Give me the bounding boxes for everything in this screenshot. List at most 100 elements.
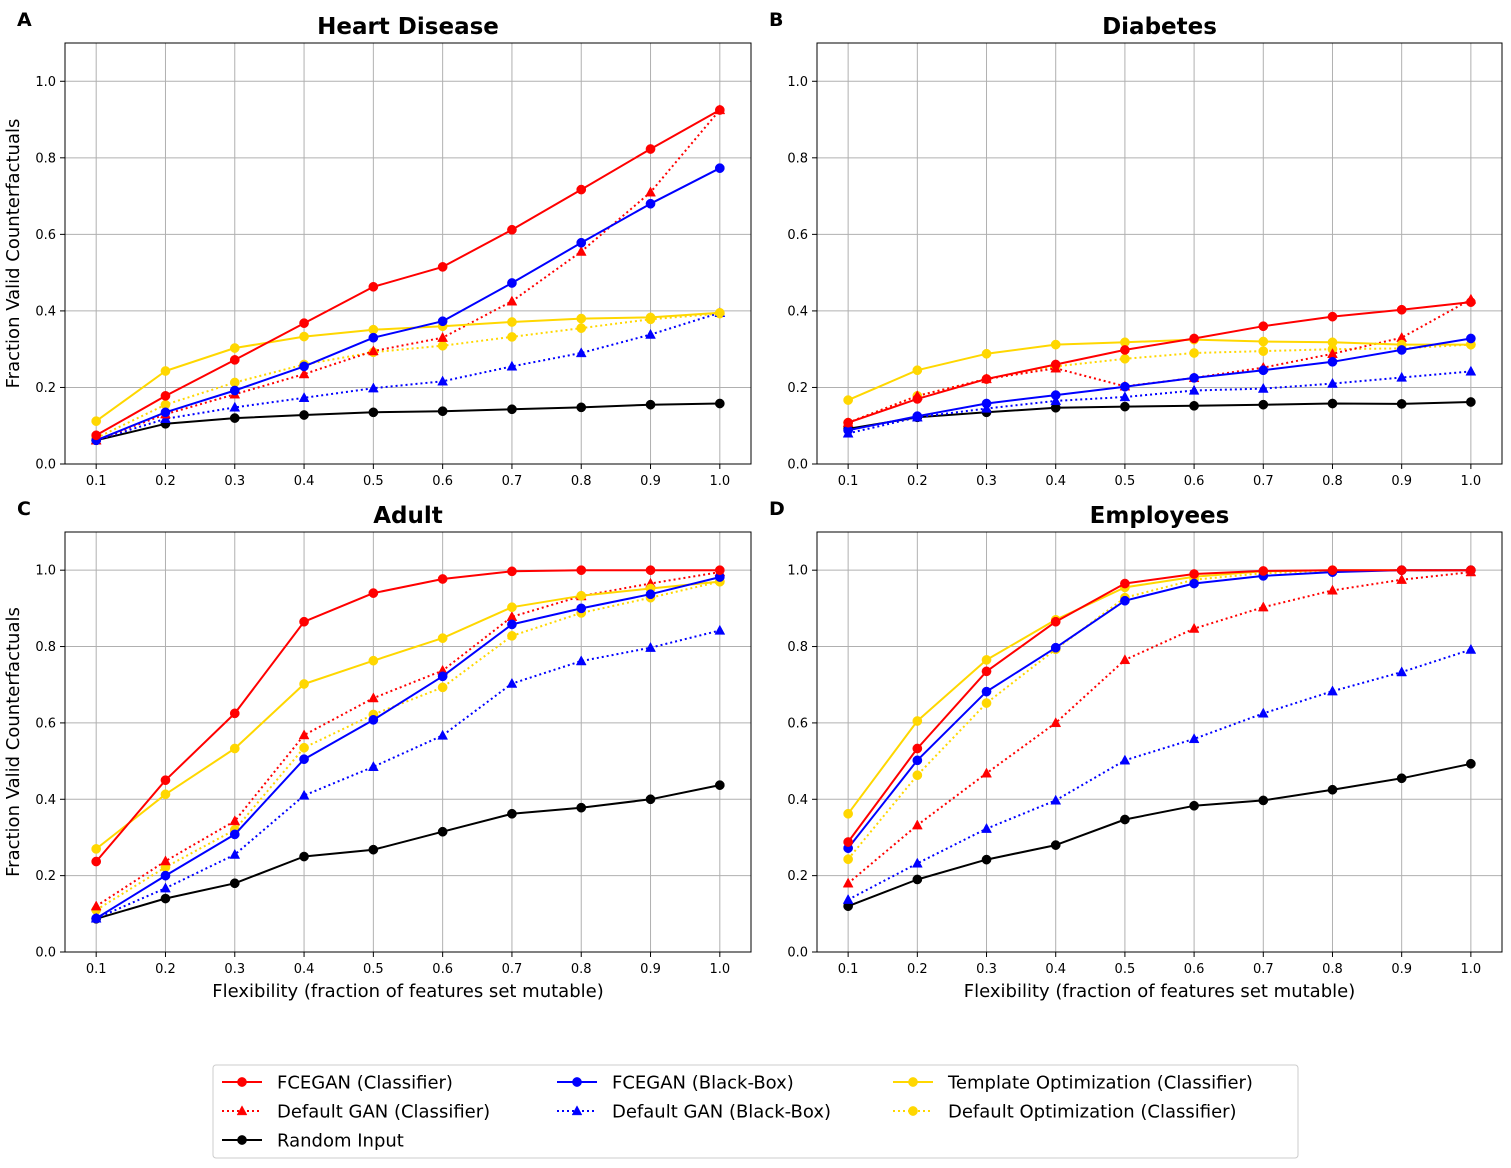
series-fcegan-classifier	[843, 565, 1476, 847]
data-point	[299, 318, 309, 329]
data-point	[229, 708, 240, 719]
data-point	[367, 382, 379, 393]
data-point	[507, 404, 517, 415]
panel-letter: A	[17, 9, 32, 31]
x-tick-label: 0.2	[155, 474, 176, 489]
data-point	[912, 411, 923, 422]
data-point	[437, 340, 448, 351]
data-point	[507, 566, 517, 577]
legend: FCEGAN (Classifier) Default GAN (Classifi…	[212, 1064, 1299, 1159]
data-point	[1050, 339, 1061, 350]
series-line	[95, 571, 720, 908]
axes-frame	[816, 531, 1503, 953]
panel-adult: 0.1 0.2 0.3 0.4 0.5 0.6 0.7 0.8 0.9 1.0 0.0 0.2 0.4 0…	[3, 498, 752, 1002]
data-point	[1119, 391, 1131, 402]
data-point	[437, 316, 448, 327]
series-line	[847, 338, 1471, 402]
data-point	[91, 416, 102, 426]
data-point	[299, 331, 309, 342]
data-point	[160, 775, 171, 786]
data-point	[506, 677, 518, 688]
data-point	[507, 619, 517, 630]
data-point	[912, 365, 923, 376]
data-point	[437, 826, 448, 837]
data-point	[437, 375, 449, 386]
panel-title: Diabetes	[1102, 14, 1217, 40]
data-point	[1120, 814, 1130, 825]
data-point	[714, 780, 725, 790]
series-group	[90, 565, 726, 924]
series-line	[847, 569, 1471, 815]
data-point	[1119, 754, 1131, 765]
data-point	[911, 857, 923, 868]
data-point	[912, 755, 923, 766]
data-point	[576, 802, 587, 813]
data-point	[1188, 622, 1200, 633]
series-line	[847, 337, 1472, 432]
x-tick-label: 0.6	[432, 962, 453, 977]
data-point	[981, 854, 992, 865]
legend-label: Random Input	[277, 1131, 404, 1152]
data-point	[1050, 616, 1061, 627]
data-point	[912, 874, 923, 885]
series-group	[842, 565, 1477, 912]
x-tick-label: 0.9	[640, 474, 661, 489]
data-point	[576, 237, 587, 248]
data-point	[1050, 359, 1061, 370]
data-point	[1189, 348, 1199, 358]
data-point	[645, 794, 656, 805]
data-point	[576, 313, 587, 324]
y-tick-label: 0.8	[35, 151, 56, 166]
y-tick-label: 1.0	[35, 75, 56, 90]
data-point	[576, 402, 587, 413]
data-point	[299, 410, 309, 420]
data-point	[507, 631, 517, 641]
data-point	[1396, 345, 1407, 355]
x-tick-label: 0.6	[1184, 474, 1205, 489]
data-point	[1120, 381, 1130, 392]
series-default-gan-classifier	[90, 104, 726, 445]
x-tick-label: 1.0	[1461, 474, 1482, 489]
x-tick-label: 0.8	[571, 474, 592, 489]
y-tick-label: 1.0	[787, 564, 808, 579]
data-point	[506, 360, 518, 371]
axes-frame	[64, 42, 752, 465]
panel-letter: C	[17, 498, 31, 520]
series-line	[847, 571, 1472, 885]
data-point	[714, 163, 725, 174]
data-point	[1257, 601, 1269, 612]
data-point	[1257, 382, 1269, 393]
x-tick-label: 0.8	[1322, 962, 1343, 977]
data-point	[298, 368, 310, 379]
series-line	[847, 648, 1472, 901]
data-point	[1050, 390, 1061, 400]
series-line	[847, 762, 1472, 908]
data-point	[91, 913, 102, 924]
data-point	[1050, 395, 1062, 406]
legend-item-default-optimization-classifier: Default Optimization (Classifier)	[893, 1102, 1237, 1123]
data-point	[645, 641, 656, 652]
data-point	[1257, 707, 1269, 718]
data-point	[1119, 654, 1131, 665]
data-point	[1396, 371, 1408, 382]
data-point	[437, 331, 449, 342]
legend-item-fcegan-classifier: FCEGAN (Classifier)	[222, 1073, 453, 1094]
data-point	[981, 822, 992, 833]
data-point	[298, 729, 310, 740]
data-point	[1050, 642, 1061, 653]
data-point	[506, 611, 518, 621]
x-tick-label: 0.3	[224, 962, 245, 977]
data-point	[645, 328, 656, 339]
series-line	[847, 343, 1471, 424]
data-point	[1189, 569, 1199, 579]
y-tick-label: 0.0	[787, 946, 808, 961]
series-default-gan-black-box	[842, 365, 1477, 438]
x-tick-label: 0.3	[976, 962, 997, 977]
legend-item-random-input: Random Input	[222, 1131, 404, 1152]
x-tick-label: 0.9	[1391, 962, 1412, 977]
data-point	[1327, 356, 1338, 367]
data-point	[90, 900, 102, 911]
legend-box	[212, 1064, 1299, 1159]
data-point	[575, 347, 587, 358]
data-point	[91, 430, 102, 441]
